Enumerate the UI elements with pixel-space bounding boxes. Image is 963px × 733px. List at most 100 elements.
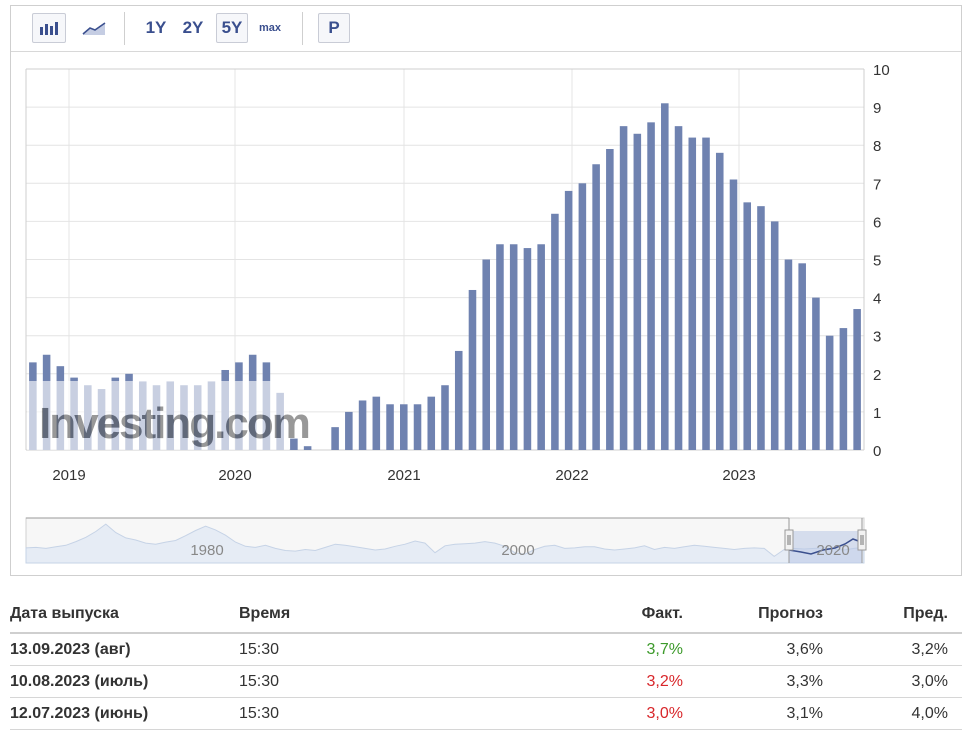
- bar[interactable]: [564, 190, 573, 451]
- row-date: 13.09.2023 (авг): [10, 633, 239, 666]
- bar[interactable]: [386, 404, 394, 450]
- row-actual: 3,7%: [529, 633, 683, 666]
- bar[interactable]: [729, 179, 738, 451]
- investing-watermark: Investing.com: [27, 381, 311, 450]
- bar[interactable]: [290, 438, 298, 450]
- bar[interactable]: [715, 152, 724, 450]
- navigator-label: 2020: [816, 542, 849, 559]
- navigator-history: [25, 523, 865, 564]
- bar[interactable]: [509, 244, 518, 450]
- bar[interactable]: [674, 126, 683, 451]
- bar[interactable]: [633, 133, 642, 450]
- bar[interactable]: [592, 164, 600, 450]
- bar[interactable]: [413, 404, 422, 450]
- navigator-selection[interactable]: [789, 531, 862, 563]
- navigator-handle[interactable]: [784, 529, 794, 551]
- table-row: 10.08.2023 (июль) 15:30 3,2% 3,3% 3,0%: [10, 665, 962, 698]
- bar[interactable]: [812, 297, 820, 450]
- watermark-text: Investing.com: [39, 399, 309, 448]
- row-previous: 3,0%: [823, 665, 962, 698]
- bar[interactable]: [770, 221, 779, 450]
- bar[interactable]: [688, 137, 697, 450]
- header-forecast[interactable]: Прогноз: [683, 596, 823, 634]
- bar[interactable]: [647, 122, 655, 450]
- table-row: 13.09.2023 (авг) 15:30 3,7% 3,6% 3,2%: [10, 633, 962, 666]
- p-button[interactable]: P: [318, 13, 350, 43]
- bar[interactable]: [798, 263, 806, 450]
- header-date[interactable]: Дата выпуска: [10, 596, 239, 634]
- bar[interactable]: [606, 149, 614, 450]
- bar[interactable]: [345, 411, 353, 450]
- bar[interactable]: [331, 427, 339, 450]
- y-tick-label: 4: [873, 291, 881, 308]
- y-tick-label: 8: [873, 138, 881, 155]
- y-tick-label: 9: [873, 100, 881, 117]
- range-5y-button[interactable]: 5Y: [216, 13, 248, 43]
- range-max-button[interactable]: max: [258, 22, 282, 34]
- row-actual: 3,0%: [529, 697, 683, 730]
- bar[interactable]: [537, 244, 545, 450]
- bar[interactable]: [441, 385, 449, 450]
- toolbar-divider: [302, 12, 303, 45]
- x-tick-label: 2021: [387, 467, 420, 484]
- bar[interactable]: [853, 309, 861, 450]
- row-time: 15:30: [239, 665, 529, 698]
- row-time: 15:30: [239, 633, 529, 666]
- y-tick-label: 3: [873, 329, 881, 346]
- bar[interactable]: [757, 206, 765, 450]
- row-forecast: 3,3%: [683, 665, 823, 698]
- y-tick-label: 0: [873, 443, 881, 460]
- row-forecast: 3,6%: [683, 633, 823, 666]
- bar[interactable]: [661, 103, 669, 450]
- bar[interactable]: [482, 259, 490, 451]
- chart-toolbar: 1Y 2Y 5Y max P: [11, 6, 961, 52]
- bar[interactable]: [743, 202, 752, 450]
- bar[interactable]: [839, 328, 848, 450]
- x-tick-label: 2022: [555, 467, 588, 484]
- navigator-handle[interactable]: [857, 529, 867, 551]
- navigator-selected-line: [788, 538, 862, 555]
- bar[interactable]: [496, 244, 504, 450]
- bar-chart-icon[interactable]: [32, 13, 66, 43]
- bar[interactable]: [619, 126, 628, 451]
- table-row: 12.07.2023 (июнь) 15:30 3,0% 3,1% 4,0%: [10, 697, 962, 730]
- bar[interactable]: [400, 404, 408, 450]
- y-tick-label: 5: [873, 253, 881, 270]
- bar[interactable]: [454, 350, 463, 450]
- range-2y-button[interactable]: 2Y: [182, 18, 204, 37]
- row-time: 15:30: [239, 697, 529, 730]
- row-date: 10.08.2023 (июль): [10, 665, 239, 698]
- bar[interactable]: [702, 137, 710, 450]
- y-tick-label: 2: [873, 367, 881, 384]
- header-time[interactable]: Время: [239, 596, 529, 634]
- releases-table: Дата выпуска Время Факт. Прогноз Пред. 1…: [10, 596, 962, 730]
- navigator-label: 1980: [190, 542, 223, 559]
- bar[interactable]: [523, 248, 532, 450]
- header-actual[interactable]: Факт.: [529, 596, 683, 634]
- bar[interactable]: [551, 213, 559, 450]
- watermark-backdrop: [27, 381, 289, 450]
- line-chart-icon[interactable]: [77, 13, 111, 43]
- bar[interactable]: [372, 396, 381, 450]
- table-header-row: Дата выпуска Время Факт. Прогноз Пред.: [10, 596, 962, 634]
- toolbar-divider: [124, 12, 125, 45]
- bar[interactable]: [784, 259, 793, 451]
- chart-panel: 1Y 2Y 5Y max P 0 1 2 3 4 5 6 7 8 9 10 2019 2020 2021 2…: [10, 5, 962, 576]
- x-tick-label: 2023: [722, 467, 755, 484]
- bar[interactable]: [303, 446, 312, 450]
- chart-canvas: 0 1 2 3 4 5 6 7 8 9 10 2019 2020 2021 2022 2023 Investin…: [25, 62, 890, 564]
- range-1y-button[interactable]: 1Y: [145, 18, 167, 37]
- range-navigator[interactable]: 1980 2000 2020: [25, 517, 867, 564]
- bar[interactable]: [358, 400, 367, 450]
- bar[interactable]: [578, 183, 587, 451]
- row-previous: 3,2%: [823, 633, 962, 666]
- row-date: 12.07.2023 (июнь): [10, 697, 239, 730]
- bar[interactable]: [427, 396, 436, 450]
- navigator-label: 2000: [501, 542, 534, 559]
- y-tick-label: 1: [873, 405, 881, 422]
- bar[interactable]: [825, 335, 834, 450]
- x-tick-label: 2020: [218, 467, 251, 484]
- header-previous[interactable]: Пред.: [823, 596, 962, 634]
- y-tick-label: 6: [873, 214, 881, 231]
- bar[interactable]: [468, 289, 477, 450]
